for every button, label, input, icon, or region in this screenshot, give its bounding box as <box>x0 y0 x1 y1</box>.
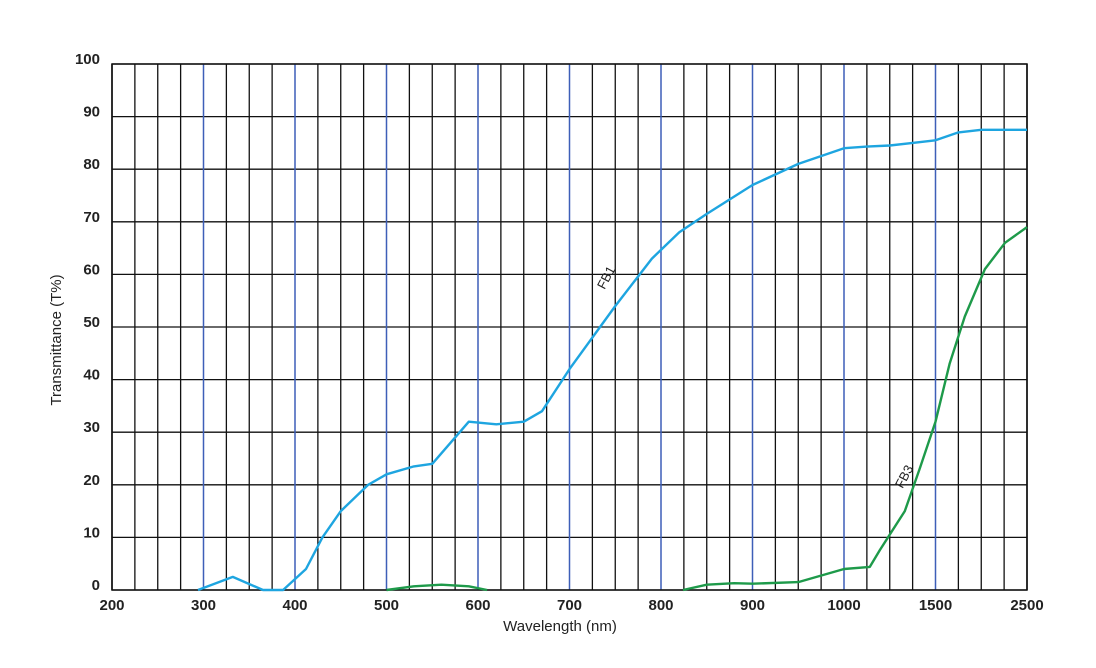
series-line <box>386 226 1028 592</box>
y-tick-label: 90 <box>83 104 100 121</box>
x-tick-label: 1500 <box>919 597 952 614</box>
y-tick-label: 100 <box>75 51 100 68</box>
x-tick-label: 1000 <box>827 597 860 614</box>
series-line <box>197 128 1027 592</box>
y-tick-label: 40 <box>83 367 100 384</box>
y-tick-label: 80 <box>83 156 100 173</box>
x-tick-label: 600 <box>465 597 490 614</box>
x-tick-label: 400 <box>282 597 307 614</box>
x-tick-label: 300 <box>191 597 216 614</box>
x-tick-label: 900 <box>740 597 765 614</box>
y-tick-label: 20 <box>83 472 100 489</box>
x-tick-label: 700 <box>557 597 582 614</box>
y-tick-label: 70 <box>83 209 100 226</box>
x-tick-label: 2500 <box>1010 597 1043 614</box>
y-tick-label: 10 <box>83 524 100 541</box>
y-tick-label: 60 <box>83 261 100 278</box>
y-tick-label: 30 <box>83 419 100 436</box>
x-axis-title: Wavelength (nm) <box>503 618 617 635</box>
y-tick-label: 50 <box>83 314 100 331</box>
x-tick-label: 200 <box>99 597 124 614</box>
plot-border <box>111 63 1028 591</box>
y-axis-title: Transmittance (T%) <box>48 274 65 405</box>
y-tick-label: 0 <box>92 577 100 594</box>
x-tick-label: 500 <box>374 597 399 614</box>
x-tick-label: 800 <box>648 597 673 614</box>
